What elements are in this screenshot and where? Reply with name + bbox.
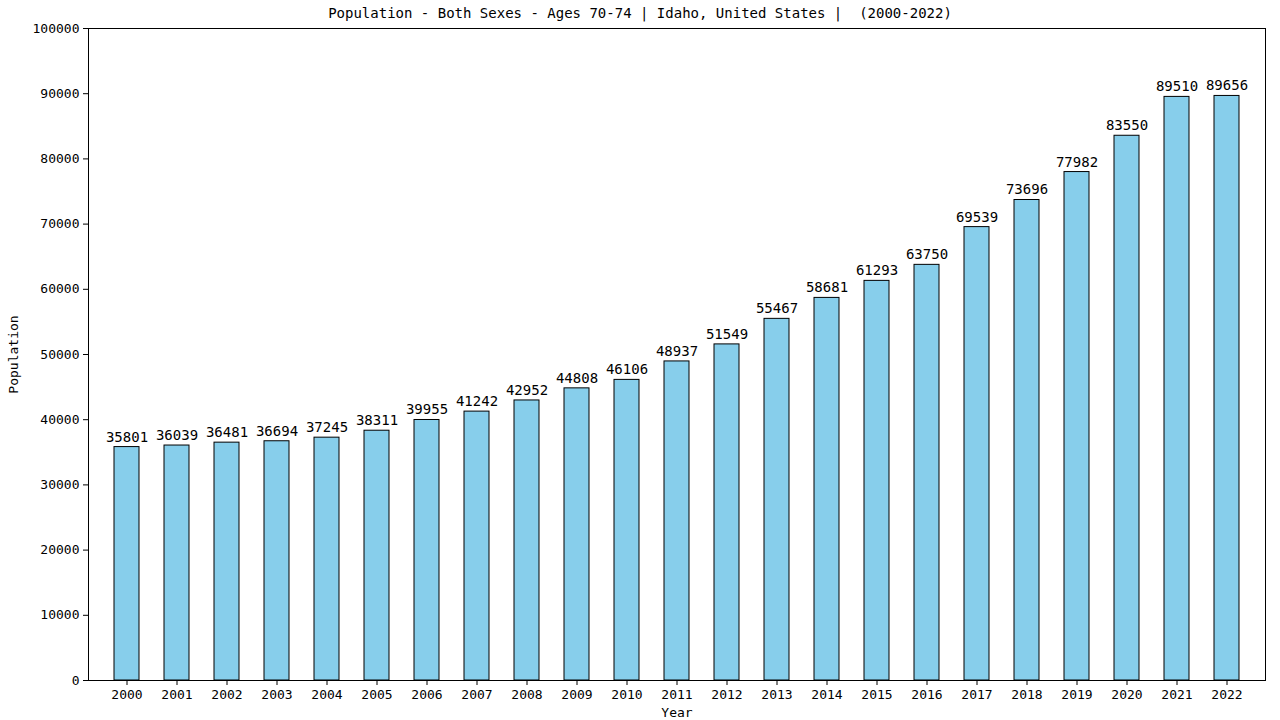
svg-text:2016: 2016: [911, 687, 942, 702]
svg-text:2002: 2002: [211, 687, 242, 702]
svg-text:80000: 80000: [40, 151, 79, 166]
svg-text:2009: 2009: [561, 687, 592, 702]
svg-text:39955: 39955: [406, 401, 448, 417]
svg-text:36039: 36039: [156, 427, 198, 443]
svg-text:70000: 70000: [40, 216, 79, 231]
svg-text:Year: Year: [661, 705, 692, 720]
svg-text:Population: Population: [6, 315, 21, 393]
svg-text:38311: 38311: [356, 412, 398, 428]
svg-text:89510: 89510: [1156, 78, 1198, 94]
svg-text:36694: 36694: [256, 423, 298, 439]
svg-text:48937: 48937: [656, 343, 698, 359]
svg-text:41242: 41242: [456, 393, 498, 409]
svg-text:2020: 2020: [1111, 687, 1142, 702]
svg-text:55467: 55467: [756, 300, 798, 316]
svg-text:0: 0: [72, 673, 80, 688]
svg-text:20000: 20000: [40, 542, 79, 557]
svg-text:2013: 2013: [761, 687, 792, 702]
svg-text:2008: 2008: [511, 687, 542, 702]
svg-text:2012: 2012: [711, 687, 742, 702]
svg-text:42952: 42952: [506, 382, 548, 398]
svg-text:2011: 2011: [661, 687, 692, 702]
svg-text:2014: 2014: [811, 687, 842, 702]
svg-text:2006: 2006: [411, 687, 442, 702]
svg-text:36481: 36481: [206, 424, 248, 440]
svg-text:77982: 77982: [1056, 154, 1098, 170]
svg-text:83550: 83550: [1106, 117, 1148, 133]
svg-text:2021: 2021: [1161, 687, 1192, 702]
svg-text:89656: 89656: [1206, 77, 1248, 93]
svg-text:2018: 2018: [1011, 687, 1042, 702]
html-text:Population - Both Sexes - Ages: Population - Both Sexes - Ages 70-74 | I…: [328, 5, 952, 21]
svg-text:46106: 46106: [606, 361, 648, 377]
svg-text:30000: 30000: [40, 477, 79, 492]
svg-text:2000: 2000: [111, 687, 142, 702]
svg-text:2007: 2007: [461, 687, 492, 702]
svg-text:37245: 37245: [306, 419, 348, 435]
svg-text:63750: 63750: [906, 246, 948, 262]
svg-text:2019: 2019: [1061, 687, 1092, 702]
svg-text:44808: 44808: [556, 370, 598, 386]
svg-text:10000: 10000: [40, 607, 79, 622]
svg-text:69539: 69539: [956, 209, 998, 225]
svg-text:100000: 100000: [33, 23, 80, 36]
svg-text:73696: 73696: [1006, 181, 1048, 197]
svg-text:50000: 50000: [40, 347, 79, 362]
svg-text:2022: 2022: [1211, 687, 1242, 702]
svg-text:2005: 2005: [361, 687, 392, 702]
svg-text:58681: 58681: [806, 279, 848, 295]
svg-text:60000: 60000: [40, 281, 79, 296]
svg-text:2003: 2003: [261, 687, 292, 702]
svg-text:2010: 2010: [611, 687, 642, 702]
svg-text:2015: 2015: [861, 687, 892, 702]
svg-text:90000: 90000: [40, 86, 79, 101]
svg-text:2004: 2004: [311, 687, 342, 702]
svg-text:2017: 2017: [961, 687, 992, 702]
svg-text:35801: 35801: [106, 429, 148, 445]
svg-text:51549: 51549: [706, 326, 748, 342]
svg-text:40000: 40000: [40, 412, 79, 427]
svg-text:61293: 61293: [856, 262, 898, 278]
svg-text:2001: 2001: [161, 687, 192, 702]
